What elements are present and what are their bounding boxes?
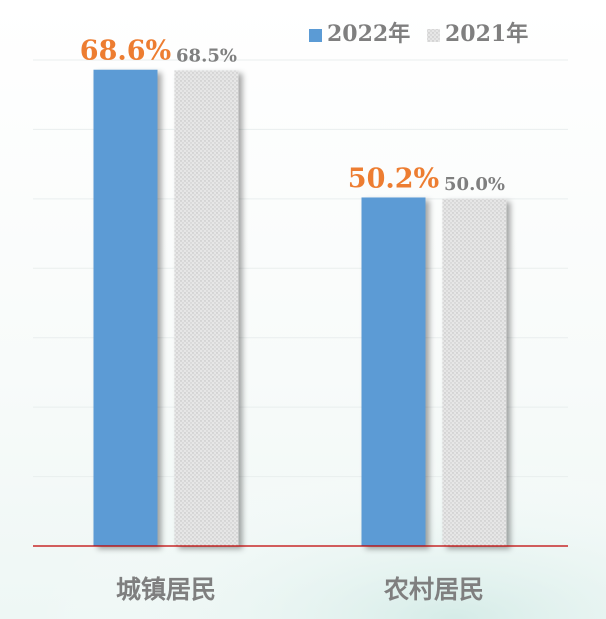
bar-series1-1 bbox=[93, 69, 158, 546]
background-decoration bbox=[0, 380, 606, 619]
data-label: 68.6% bbox=[80, 36, 171, 67]
bar-series2-1 bbox=[174, 70, 239, 547]
bar-series1-2 bbox=[361, 197, 426, 546]
x-axis: 城镇居民 农村居民 bbox=[33, 545, 568, 604]
bars bbox=[93, 69, 507, 547]
legend-label: 2021年 bbox=[445, 21, 528, 47]
category-label: 城镇居民 bbox=[116, 575, 216, 604]
legend-swatch bbox=[427, 29, 440, 42]
data-label: 50.0% bbox=[444, 174, 505, 195]
category-label: 农村居民 bbox=[383, 575, 484, 604]
legend-swatch bbox=[309, 29, 322, 42]
data-label: 68.5% bbox=[176, 45, 237, 66]
bar-series2-2 bbox=[442, 198, 507, 546]
data-labels: 68.6% 68.5% 50.2% 50.0% bbox=[80, 36, 505, 195]
legend: 2022年 2021年 bbox=[309, 21, 528, 47]
data-label: 50.2% bbox=[348, 163, 439, 194]
legend-label: 2022年 bbox=[327, 21, 410, 47]
